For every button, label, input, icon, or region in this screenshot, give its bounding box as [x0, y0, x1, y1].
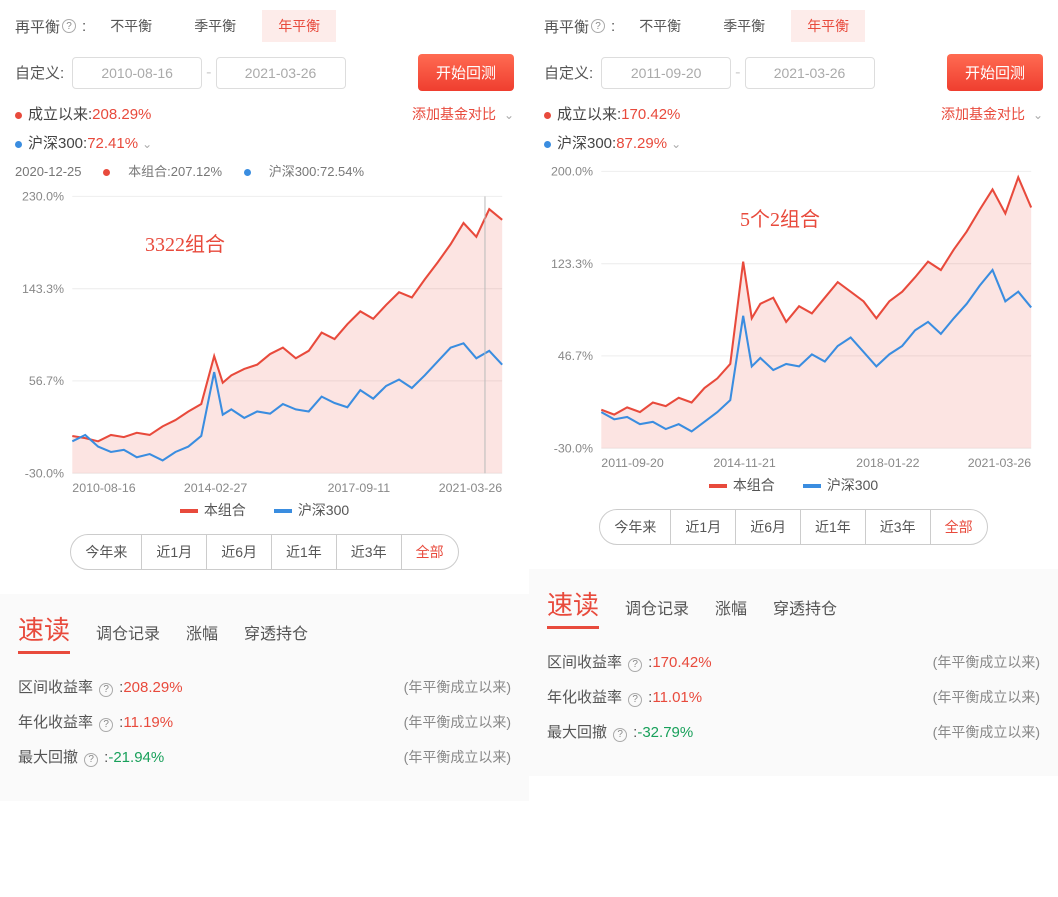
svg-text:2014-02-27: 2014-02-27	[184, 481, 247, 495]
tab-item[interactable]: 涨幅	[186, 620, 218, 644]
time-pill[interactable]: 近1年	[801, 510, 866, 544]
help-icon[interactable]: ?	[84, 753, 98, 767]
add-fund-compare-link[interactable]: 添加基金对比 ⌄	[412, 104, 514, 124]
since-inception-stat: 成立以来:170.42%	[544, 103, 680, 124]
svg-text:-30.0%: -30.0%	[554, 441, 593, 455]
time-pill[interactable]: 近1月	[142, 535, 207, 569]
time-pill[interactable]: 全部	[402, 535, 458, 569]
rebalance-option[interactable]: 年平衡	[791, 10, 865, 42]
time-range-selector: 今年来近1月近6月近1年近3年全部	[599, 509, 987, 545]
help-icon[interactable]: ?	[62, 19, 76, 33]
chevron-down-icon: ⌄	[1033, 108, 1043, 122]
chart-hover-tooltip: 2020-12-25 本组合:207.12% 沪深300:72.54%	[15, 161, 514, 180]
metric-max-drawdown: 最大回撤 ?:-32.79% (年平衡成立以来)	[547, 721, 1040, 742]
time-pill[interactable]: 近6月	[207, 535, 272, 569]
time-pill[interactable]: 今年来	[71, 535, 142, 569]
tab-item[interactable]: 穿透持仓	[244, 620, 308, 644]
svg-text:2011-09-20: 2011-09-20	[601, 456, 664, 470]
tab-item[interactable]: 调仓记录	[625, 595, 689, 619]
chevron-down-icon[interactable]: ⌄	[671, 137, 681, 151]
chevron-down-icon: ⌄	[504, 108, 514, 122]
performance-chart[interactable]: -30.0% 46.7% 123.3% 200.0% 2011-09-20 2014-11…	[544, 161, 1043, 471]
rebalance-option[interactable]: 季平衡	[178, 10, 252, 42]
date-end-input[interactable]: 2021-03-26	[745, 57, 875, 89]
svg-text:143.3%: 143.3%	[22, 282, 64, 296]
backtest-panel: 再平衡 ?: 不平衡季平衡年平衡 自定义: 2011-09-20 - 2021-…	[529, 0, 1058, 801]
help-icon[interactable]: ?	[99, 683, 113, 697]
svg-text:-30.0%: -30.0%	[25, 466, 64, 480]
help-icon[interactable]: ?	[613, 728, 627, 742]
date-start-input[interactable]: 2011-09-20	[601, 57, 731, 89]
tab-quickread[interactable]: 速读	[18, 610, 70, 654]
svg-text:2014-11-21: 2014-11-21	[713, 456, 776, 470]
svg-text:2018-01-22: 2018-01-22	[856, 456, 919, 470]
chart-legend: 本组合 沪深300	[15, 500, 514, 520]
help-icon[interactable]: ?	[628, 658, 642, 672]
svg-text:2017-09-11: 2017-09-11	[328, 481, 391, 495]
tab-quickread[interactable]: 速读	[547, 585, 599, 629]
time-range-selector: 今年来近1月近6月近1年近3年全部	[70, 534, 458, 570]
metric-max-drawdown: 最大回撤 ?:-21.94% (年平衡成立以来)	[18, 746, 511, 767]
help-icon[interactable]: ?	[628, 693, 642, 707]
svg-text:230.0%: 230.0%	[22, 189, 64, 203]
help-icon[interactable]: ?	[99, 718, 113, 732]
time-pill[interactable]: 全部	[931, 510, 987, 544]
time-pill[interactable]: 近1年	[272, 535, 337, 569]
metric-range-return: 区间收益率 ?:208.29% (年平衡成立以来)	[18, 676, 511, 697]
backtest-panel: 再平衡 ?: 不平衡季平衡年平衡 自定义: 2010-08-16 - 2021-…	[0, 0, 529, 801]
since-inception-stat: 成立以来:208.29%	[15, 103, 151, 124]
chevron-down-icon[interactable]: ⌄	[142, 137, 152, 151]
custom-range-label: 自定义:	[15, 62, 64, 83]
start-backtest-button[interactable]: 开始回测	[947, 54, 1043, 91]
svg-text:200.0%: 200.0%	[551, 164, 593, 178]
help-icon[interactable]: ?	[591, 19, 605, 33]
add-fund-compare-link[interactable]: 添加基金对比 ⌄	[941, 104, 1043, 124]
metric-range-return: 区间收益率 ?:170.42% (年平衡成立以来)	[547, 651, 1040, 672]
rebalance-option[interactable]: 年平衡	[262, 10, 336, 42]
tab-item[interactable]: 穿透持仓	[773, 595, 837, 619]
metric-annual-return: 年化收益率 ?:11.19% (年平衡成立以来)	[18, 711, 511, 732]
time-pill[interactable]: 今年来	[600, 510, 671, 544]
date-end-input[interactable]: 2021-03-26	[216, 57, 346, 89]
csi300-stat: 沪深300:72.41%⌄	[15, 132, 152, 153]
svg-text:123.3%: 123.3%	[551, 257, 593, 271]
time-pill[interactable]: 近6月	[736, 510, 801, 544]
date-start-input[interactable]: 2010-08-16	[72, 57, 202, 89]
svg-text:56.7%: 56.7%	[29, 374, 64, 388]
time-pill[interactable]: 近3年	[337, 535, 402, 569]
time-pill[interactable]: 近1月	[671, 510, 736, 544]
rebalance-option[interactable]: 不平衡	[623, 10, 697, 42]
rebalance-option[interactable]: 不平衡	[94, 10, 168, 42]
metric-annual-return: 年化收益率 ?:11.01% (年平衡成立以来)	[547, 686, 1040, 707]
time-pill[interactable]: 近3年	[866, 510, 931, 544]
svg-text:2021-03-26: 2021-03-26	[968, 456, 1031, 470]
chart-legend: 本组合 沪深300	[544, 475, 1043, 495]
rebalance-label: 再平衡	[544, 16, 589, 37]
svg-text:2010-08-16: 2010-08-16	[72, 481, 135, 495]
tab-item[interactable]: 涨幅	[715, 595, 747, 619]
csi300-stat: 沪深300:87.29%⌄	[544, 132, 681, 153]
svg-text:46.7%: 46.7%	[558, 349, 593, 363]
performance-chart[interactable]: -30.0% 56.7% 143.3% 230.0% 2010-08-16 2014-02…	[15, 186, 514, 496]
tab-item[interactable]: 调仓记录	[96, 620, 160, 644]
start-backtest-button[interactable]: 开始回测	[418, 54, 514, 91]
rebalance-label: 再平衡	[15, 16, 60, 37]
svg-text:2021-03-26: 2021-03-26	[439, 481, 502, 495]
rebalance-option[interactable]: 季平衡	[707, 10, 781, 42]
custom-range-label: 自定义:	[544, 62, 593, 83]
